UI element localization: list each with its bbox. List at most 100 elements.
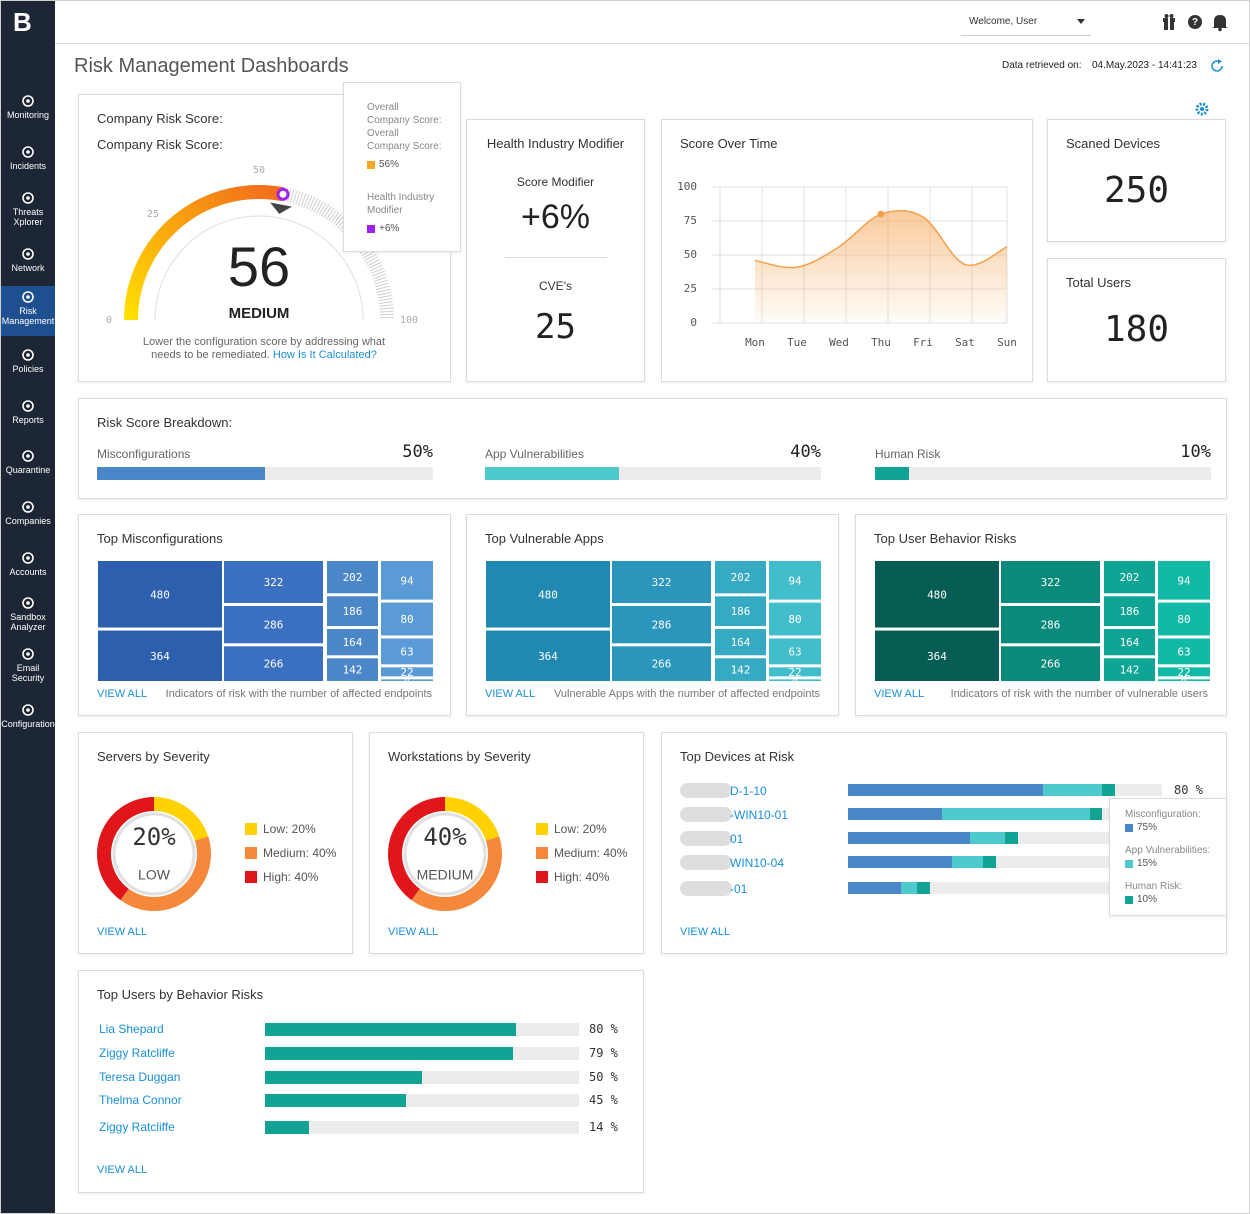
tooltip-swatch [367, 161, 375, 169]
user-name[interactable]: Thelma Connor [99, 1093, 182, 1107]
bar-segment [1089, 808, 1103, 820]
view-all-link[interactable]: VIEW ALL [874, 688, 925, 700]
device-pill [680, 881, 732, 896]
device-name[interactable]: D-1-10 [730, 784, 767, 798]
sidebar-item[interactable]: Network [1, 243, 55, 287]
treemap-cell [224, 561, 323, 603]
card-title: Servers by Severity [97, 749, 210, 764]
score-tooltip: Overall Company Score: Overall Company S… [343, 82, 461, 252]
card-title: Total Users [1066, 275, 1132, 290]
sidebar: B Monitoring Incidents Threats Xplorer Netwo… [1, 1, 61, 1213]
gauge: 0 25 50 100 56 MEDIUM [106, 165, 418, 326]
gauge-marker [276, 187, 290, 201]
treemap-cell [327, 658, 378, 681]
device-name[interactable]: -01 [730, 882, 748, 896]
treemap-cell [1158, 602, 1210, 636]
device-name[interactable]: 01 [730, 832, 744, 846]
donut-chart: 40% MEDIUM [388, 797, 502, 911]
card-title: Top Devices at Risk [680, 749, 795, 764]
tooltip-value: 10% [1137, 894, 1158, 905]
legend-swatch [536, 871, 548, 883]
refresh-icon[interactable] [1210, 59, 1224, 73]
treemap-cell [224, 606, 323, 644]
treemap-label: 94 [1177, 574, 1191, 587]
icon-shape [22, 597, 34, 609]
treemap-label: 164 [343, 636, 363, 649]
donut-center-label: LOW [138, 867, 171, 883]
sidebar-label: Reports [12, 415, 44, 425]
settings-icon[interactable] [1195, 102, 1209, 116]
sidebar-item[interactable]: Companies [1, 496, 55, 540]
treemap-cell [875, 630, 999, 681]
user-name[interactable]: Teresa Duggan [99, 1070, 181, 1084]
device-name[interactable]: -WIN10-01 [730, 808, 789, 822]
sidebar-item[interactable]: Incidents [1, 141, 55, 185]
sidebar-item[interactable]: Quarantine [1, 445, 55, 489]
view-all-link[interactable]: VIEW ALL [388, 926, 439, 938]
calc-link[interactable]: How Is It Calculated? [272, 349, 377, 361]
tooltip-swatch [1125, 896, 1133, 904]
treemap: 480 364 322 286 266 202 186 164 142 94 80 63 224 [486, 561, 821, 687]
sidebar-item[interactable]: Threats Xplorer [1, 187, 55, 231]
sidebar-item[interactable]: Risk Management [1, 286, 55, 336]
treemap-cell [381, 561, 433, 600]
treemap-cell [1001, 561, 1100, 603]
gauge-tick-label: 100 [400, 315, 418, 326]
treemap-cell [381, 679, 433, 681]
view-all-link[interactable]: VIEW ALL [485, 688, 536, 700]
help-icon[interactable]: ? [1188, 15, 1202, 29]
sidebar-item[interactable]: Monitoring [1, 90, 55, 134]
user-dropdown[interactable]: Welcome, User [961, 9, 1091, 36]
bell-icon[interactable] [1212, 15, 1228, 32]
treemap-cell [715, 596, 766, 627]
sidebar-item[interactable]: Sandbox Analyzer [1, 592, 55, 636]
view-all-link[interactable]: VIEW ALL [97, 1164, 148, 1176]
card-title: Health Industry Modifier [486, 136, 625, 151]
sidebar-label: Threats Xplorer [12, 207, 44, 227]
tooltip-label: Health Industry Modifier [367, 192, 435, 216]
bar [265, 1047, 514, 1060]
device-name[interactable]: WIN10-04 [730, 856, 785, 870]
sidebar-label: Companies [5, 516, 51, 526]
treemap-note: Vulnerable Apps with the number of affec… [553, 688, 820, 700]
device-pill [680, 783, 732, 798]
treemap-cell [1001, 606, 1100, 644]
sidebar-item[interactable]: Accounts [1, 547, 55, 591]
card-title: Risk Score Breakdown: [97, 415, 233, 430]
kpi-value: 180 [1103, 309, 1170, 350]
user-name[interactable]: Lia Shepard [99, 1022, 164, 1036]
bar-segment [951, 856, 983, 868]
icon-shape [22, 400, 34, 412]
treemap-label: 63 [788, 645, 801, 658]
welcome-text: Welcome, User [969, 16, 1038, 27]
device-pill [680, 807, 732, 822]
legend-label: Low: 20% [554, 822, 607, 836]
sidebar-item[interactable]: Email Security [1, 643, 55, 687]
modifier-value: +6% [521, 198, 590, 236]
bar [265, 1023, 517, 1036]
treemap-label: 22 [788, 666, 801, 679]
sidebar-item[interactable]: Configuration [1, 699, 55, 743]
view-all-link[interactable]: VIEW ALL [680, 926, 731, 938]
treemap-cell [769, 679, 821, 681]
icon-dot [26, 505, 30, 509]
sidebar-icon [22, 248, 34, 260]
bar-segment [901, 882, 918, 894]
treemap-label: 186 [343, 605, 363, 618]
user-name[interactable]: Ziggy Ratcliffe [99, 1120, 175, 1134]
treemap-label: 142 [343, 664, 363, 677]
breakdown-value: 50% [402, 442, 433, 462]
sidebar-label: Accounts [9, 567, 47, 577]
treemap-label: 322 [1041, 576, 1061, 589]
icon-shape [22, 450, 34, 462]
user-name[interactable]: Ziggy Ratcliffe [99, 1046, 175, 1060]
top-bar: Welcome, User [55, 1, 1249, 44]
card-title: Top Misconfigurations [97, 531, 223, 546]
tooltip-label: Human Risk: [1125, 881, 1183, 892]
sidebar-item[interactable]: Policies [1, 344, 55, 388]
view-all-link[interactable]: VIEW ALL [97, 926, 148, 938]
sidebar-item[interactable]: Reports [1, 395, 55, 439]
gift-icon[interactable] [1163, 14, 1175, 30]
view-all-link[interactable]: VIEW ALL [97, 688, 148, 700]
